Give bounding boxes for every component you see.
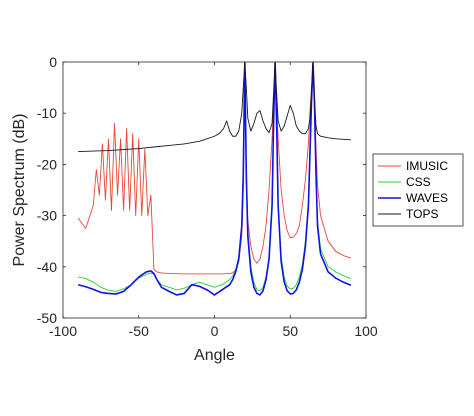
legend-label-tops: TOPS [406,207,438,221]
x-tick-label: -50 [129,323,149,339]
y-axis-label: Power Spectrum (dB) [11,114,28,267]
y-tick-label: 0 [49,54,57,70]
y-tick-label: -30 [37,208,57,224]
y-tick-label: -20 [37,156,57,172]
legend-label-imusic: IMUSIC [406,159,448,173]
x-axis-label: Angle [194,347,235,364]
legend-label-waves: WAVES [406,191,448,205]
x-tick-label: 50 [282,323,298,339]
y-tick-label: -40 [37,259,57,275]
x-tick-label: 100 [354,323,378,339]
y-tick-label: -50 [37,310,57,326]
series-line-waves [77,62,352,296]
legend: IMUSIC CSS WAVES TOPS [372,153,464,227]
legend-label-css: CSS [406,175,431,189]
plot-area [63,62,366,318]
series-layer [77,62,352,296]
series-line-tops [78,62,351,153]
y-tick-label: -10 [37,105,57,121]
x-tick-label: -100 [49,323,77,339]
x-tick-label: 0 [211,323,219,339]
